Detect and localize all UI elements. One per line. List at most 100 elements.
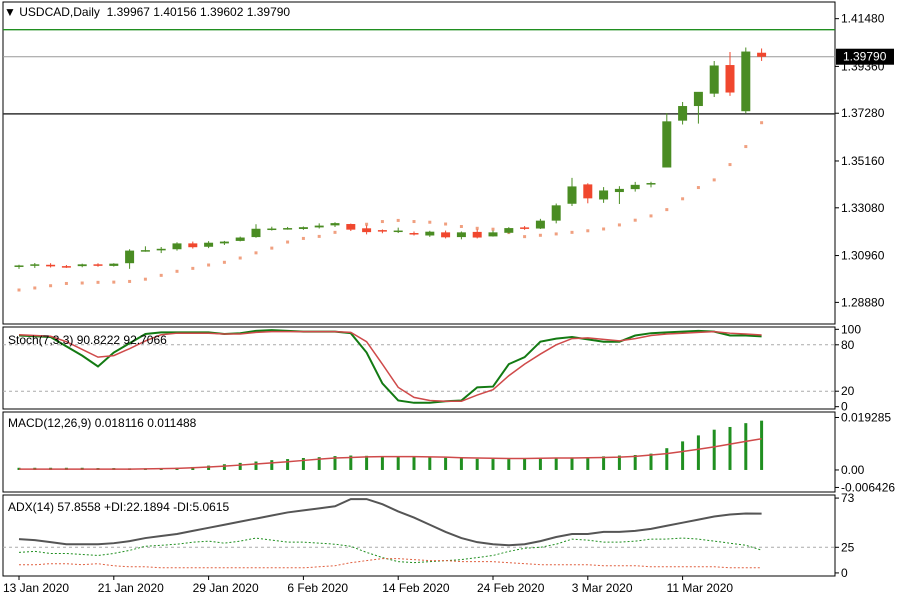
stoch-axis-tick-label: 0 [841,400,848,414]
bullish-candle [456,232,466,238]
bullish-candle [283,228,293,230]
stoch-signal-line [18,330,762,403]
sar-point [728,163,732,167]
sar-point [80,281,84,285]
macd-histogram-bar [570,457,574,470]
macd-histogram-bar [633,454,637,470]
pane-frames [2,1,836,577]
bullish-candle [156,248,166,251]
bullish-candle [330,223,340,226]
sar-point [143,277,147,281]
sar-point [33,286,37,290]
bullish-candle [77,264,87,267]
bullish-candle [14,265,24,267]
bullish-candle [219,241,229,244]
macd-histogram-bar [333,456,337,470]
macd-axis-tick-label: -0.006426 [841,480,895,494]
macd-histogram-bar [365,455,369,470]
macd-histogram-bar [507,459,511,470]
bullish-candle [267,228,277,231]
macd-histogram-bar [617,455,621,470]
bearish-candle [93,264,103,266]
macd-histogram-bar [696,435,700,470]
macd-histogram-bar [428,457,432,470]
adx-axis-tick-label: 73 [841,491,855,505]
plus-di-line [18,537,762,564]
bullish-candle [488,232,498,237]
macd-histogram-bar [602,456,606,470]
sar-point [96,280,100,284]
bearish-candle [472,231,482,238]
bullish-candle [125,250,135,264]
collapse-arrow-icon[interactable]: ▼ [4,5,16,19]
sar-point [175,269,179,273]
sar-point [744,145,748,149]
macd-histogram-bar [380,456,384,470]
bearish-candle [441,232,451,238]
macd-histogram-bar [444,457,448,470]
bullish-candle [551,205,561,221]
macd-histogram-bar [475,458,479,470]
sar-point [128,279,132,283]
sar-point [760,121,764,125]
bearish-candle [377,230,387,232]
bullish-candle [251,228,261,238]
price-axis-tick-label: 1.28880 [841,295,885,309]
pane-frame-stoch [2,326,836,410]
sar-point [459,224,463,228]
sar-point [380,220,384,224]
bullish-candle [646,183,656,185]
bearish-candle [520,227,530,229]
adx-axis-tick-label: 0 [841,566,848,580]
bullish-candle [599,190,609,200]
macd-histogram-bar [538,458,542,470]
bullish-candle [109,263,119,266]
bullish-candle [504,228,514,233]
bullish-candle [662,121,672,168]
macd-histogram-bar [523,458,527,470]
sar-point [238,256,242,260]
price-badge [836,48,894,65]
macd-label: MACD(12,26,9) 0.018116 0.011488 [8,416,197,430]
symbol-label: USDCAD,Daily [19,5,100,19]
sar-point [286,240,290,244]
macd-histogram-bar [286,459,290,470]
sar-point [207,263,211,267]
sar-point [681,197,685,201]
macd-histogram-bar [207,465,211,470]
time-axis-label: 21 Jan 2020 [98,581,164,595]
minus-di-line [19,558,762,569]
macd-histogram-bar [412,456,416,470]
time-axis-label: 11 Mar 2020 [667,581,734,595]
sar-point [191,266,195,270]
sar-point [254,251,258,255]
sar-point [538,233,542,237]
macd-histogram-bar [760,420,764,470]
macd-histogram-bar [649,453,653,470]
price-badge-label: 1.39790 [843,50,887,64]
sar-point [602,227,606,231]
time-axis-label: 29 Jan 2020 [193,581,259,595]
sar-point [49,284,53,288]
adx-line [18,498,762,547]
sar-point [317,234,321,238]
time-axis-label: 6 Feb 2020 [287,581,348,595]
time-axis-label: 3 Mar 2020 [572,581,633,595]
macd-histogram-bar [744,423,748,470]
macd-histogram-bar [396,456,400,470]
macd-histogram-bar [459,458,463,470]
sar-point [491,227,495,231]
stoch-label: Stoch(7,3,3) 90.8222 92.7066 [8,333,167,347]
ohlc-values: 1.39967 1.40156 1.39602 1.39790 [106,5,291,19]
pane-frame-main [2,1,836,325]
macd-histogram-bar [728,426,732,470]
macd-histogram-bar [586,457,590,470]
sar-point [649,214,653,218]
bearish-candle [188,243,198,248]
price-axis-tick-label: 1.35160 [841,154,885,168]
sar-point [570,230,574,234]
adx-axis-tick-label: 25 [841,540,855,554]
macd-histogram-bar [270,460,274,470]
sar-point [301,236,305,240]
